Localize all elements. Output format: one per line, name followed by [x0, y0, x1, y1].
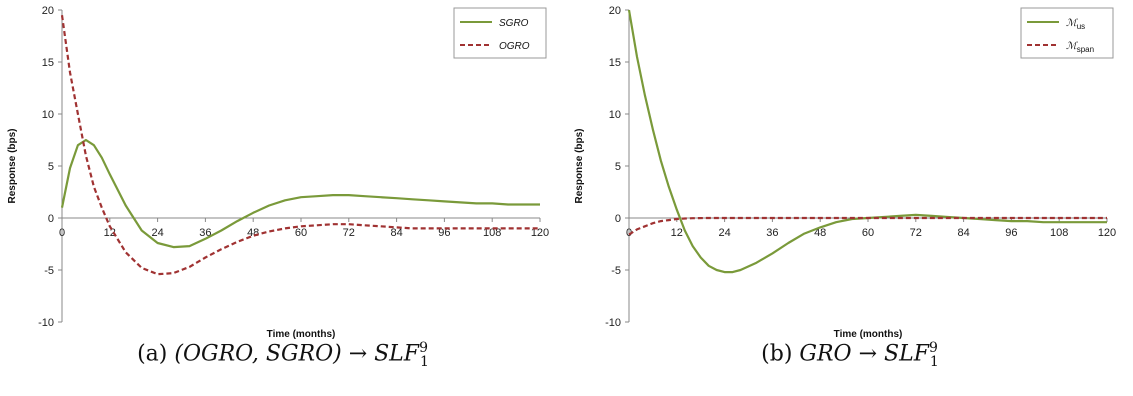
x-tick-label: 96 [438, 227, 450, 239]
x-tick-label: 84 [957, 227, 969, 239]
series-line-sgro [60, 138, 540, 249]
caption-b: (b) GRO → SLF91 [567, 340, 1133, 370]
legend-label-main: ℳ [1066, 41, 1078, 52]
y-tick-label: 20 [609, 5, 621, 17]
y-tick-label: 15 [609, 57, 621, 69]
y-tick-label: 0 [615, 213, 621, 225]
x-tick-label: 60 [862, 227, 874, 239]
caption-b-sub: 1 [929, 353, 939, 370]
chart-b-svg: -10 -5 0 5 10 15 20 0 12 24 36 48 60 72 84 96 108 120 Time… [574, 5, 1116, 340]
y-tick-label: 15 [42, 57, 54, 69]
y-tick-label: 10 [42, 109, 54, 121]
x-tick-label: 72 [910, 227, 922, 239]
x-tick-label: 12 [104, 227, 116, 239]
y-tick-label: -5 [611, 265, 621, 277]
x-tick-label: 96 [1005, 227, 1017, 239]
caption-a-label: (a) [137, 341, 168, 367]
x-tick-label: 24 [718, 227, 730, 239]
y-axis-title: Response (bps) [574, 128, 585, 203]
chart-panel-b: -10 -5 0 5 10 15 20 0 12 24 36 48 60 72 84 96 108 120 Time… [567, 0, 1133, 396]
x-tick-label: 12 [671, 227, 683, 239]
y-axis-title: Response (bps) [7, 128, 18, 203]
y-tick-label: 5 [615, 161, 621, 173]
x-tick-label: 0 [626, 227, 632, 239]
legend-box [1020, 7, 1114, 59]
x-tick-label: 0 [59, 227, 65, 239]
x-tick-label: 72 [343, 227, 355, 239]
series-line-m-span [628, 216, 1107, 236]
y-tick-label: 10 [609, 109, 621, 121]
caption-b-label: (b) [761, 341, 793, 367]
y-tick-label: -10 [38, 317, 54, 329]
x-tick-label: 36 [766, 227, 778, 239]
legend-label: SGRO [499, 18, 529, 29]
x-axis-title: Time (months) [267, 329, 336, 340]
caption-b-sup: 9 [928, 340, 938, 356]
legend-box [453, 7, 547, 59]
x-tick-label: 108 [483, 227, 501, 239]
y-tick-label: 20 [42, 5, 54, 17]
legend-label-sub: span [1077, 45, 1094, 54]
series-line-m-us [627, 9, 1107, 274]
y-tick-label: 0 [48, 213, 54, 225]
x-tick-label: 120 [531, 227, 549, 239]
legend-label-sub: us [1077, 22, 1085, 31]
caption-a-sup: 9 [419, 340, 428, 356]
chart-panel-a: -10 -5 0 5 10 15 20 0 12 24 36 48 60 72 84 96 108 120 Time… [0, 0, 566, 396]
x-tick-label: 24 [151, 227, 163, 239]
x-tick-label: 108 [1050, 227, 1068, 239]
legend-label-main: ℳ [1066, 18, 1078, 29]
caption-b-math: GRO → SLF [799, 341, 929, 367]
x-axis-title: Time (months) [834, 329, 903, 340]
caption-a: (a) (OGRO, SGRO) → SLF91 [0, 340, 566, 370]
x-tick-label: 84 [390, 227, 402, 239]
legend-label: OGRO [499, 41, 530, 52]
y-tick-label: -10 [605, 317, 621, 329]
y-tick-label: 5 [48, 161, 54, 173]
x-tick-label: 60 [295, 227, 307, 239]
caption-a-sub: 1 [419, 353, 429, 370]
x-tick-label: 120 [1098, 227, 1116, 239]
y-tick-label: -5 [44, 265, 54, 277]
legend-label: ℳspan [1066, 41, 1094, 54]
caption-a-math: (OGRO, SGRO) → SLF [174, 341, 420, 367]
legend-label: ℳus [1066, 18, 1085, 31]
x-tick-label: 48 [814, 227, 826, 239]
